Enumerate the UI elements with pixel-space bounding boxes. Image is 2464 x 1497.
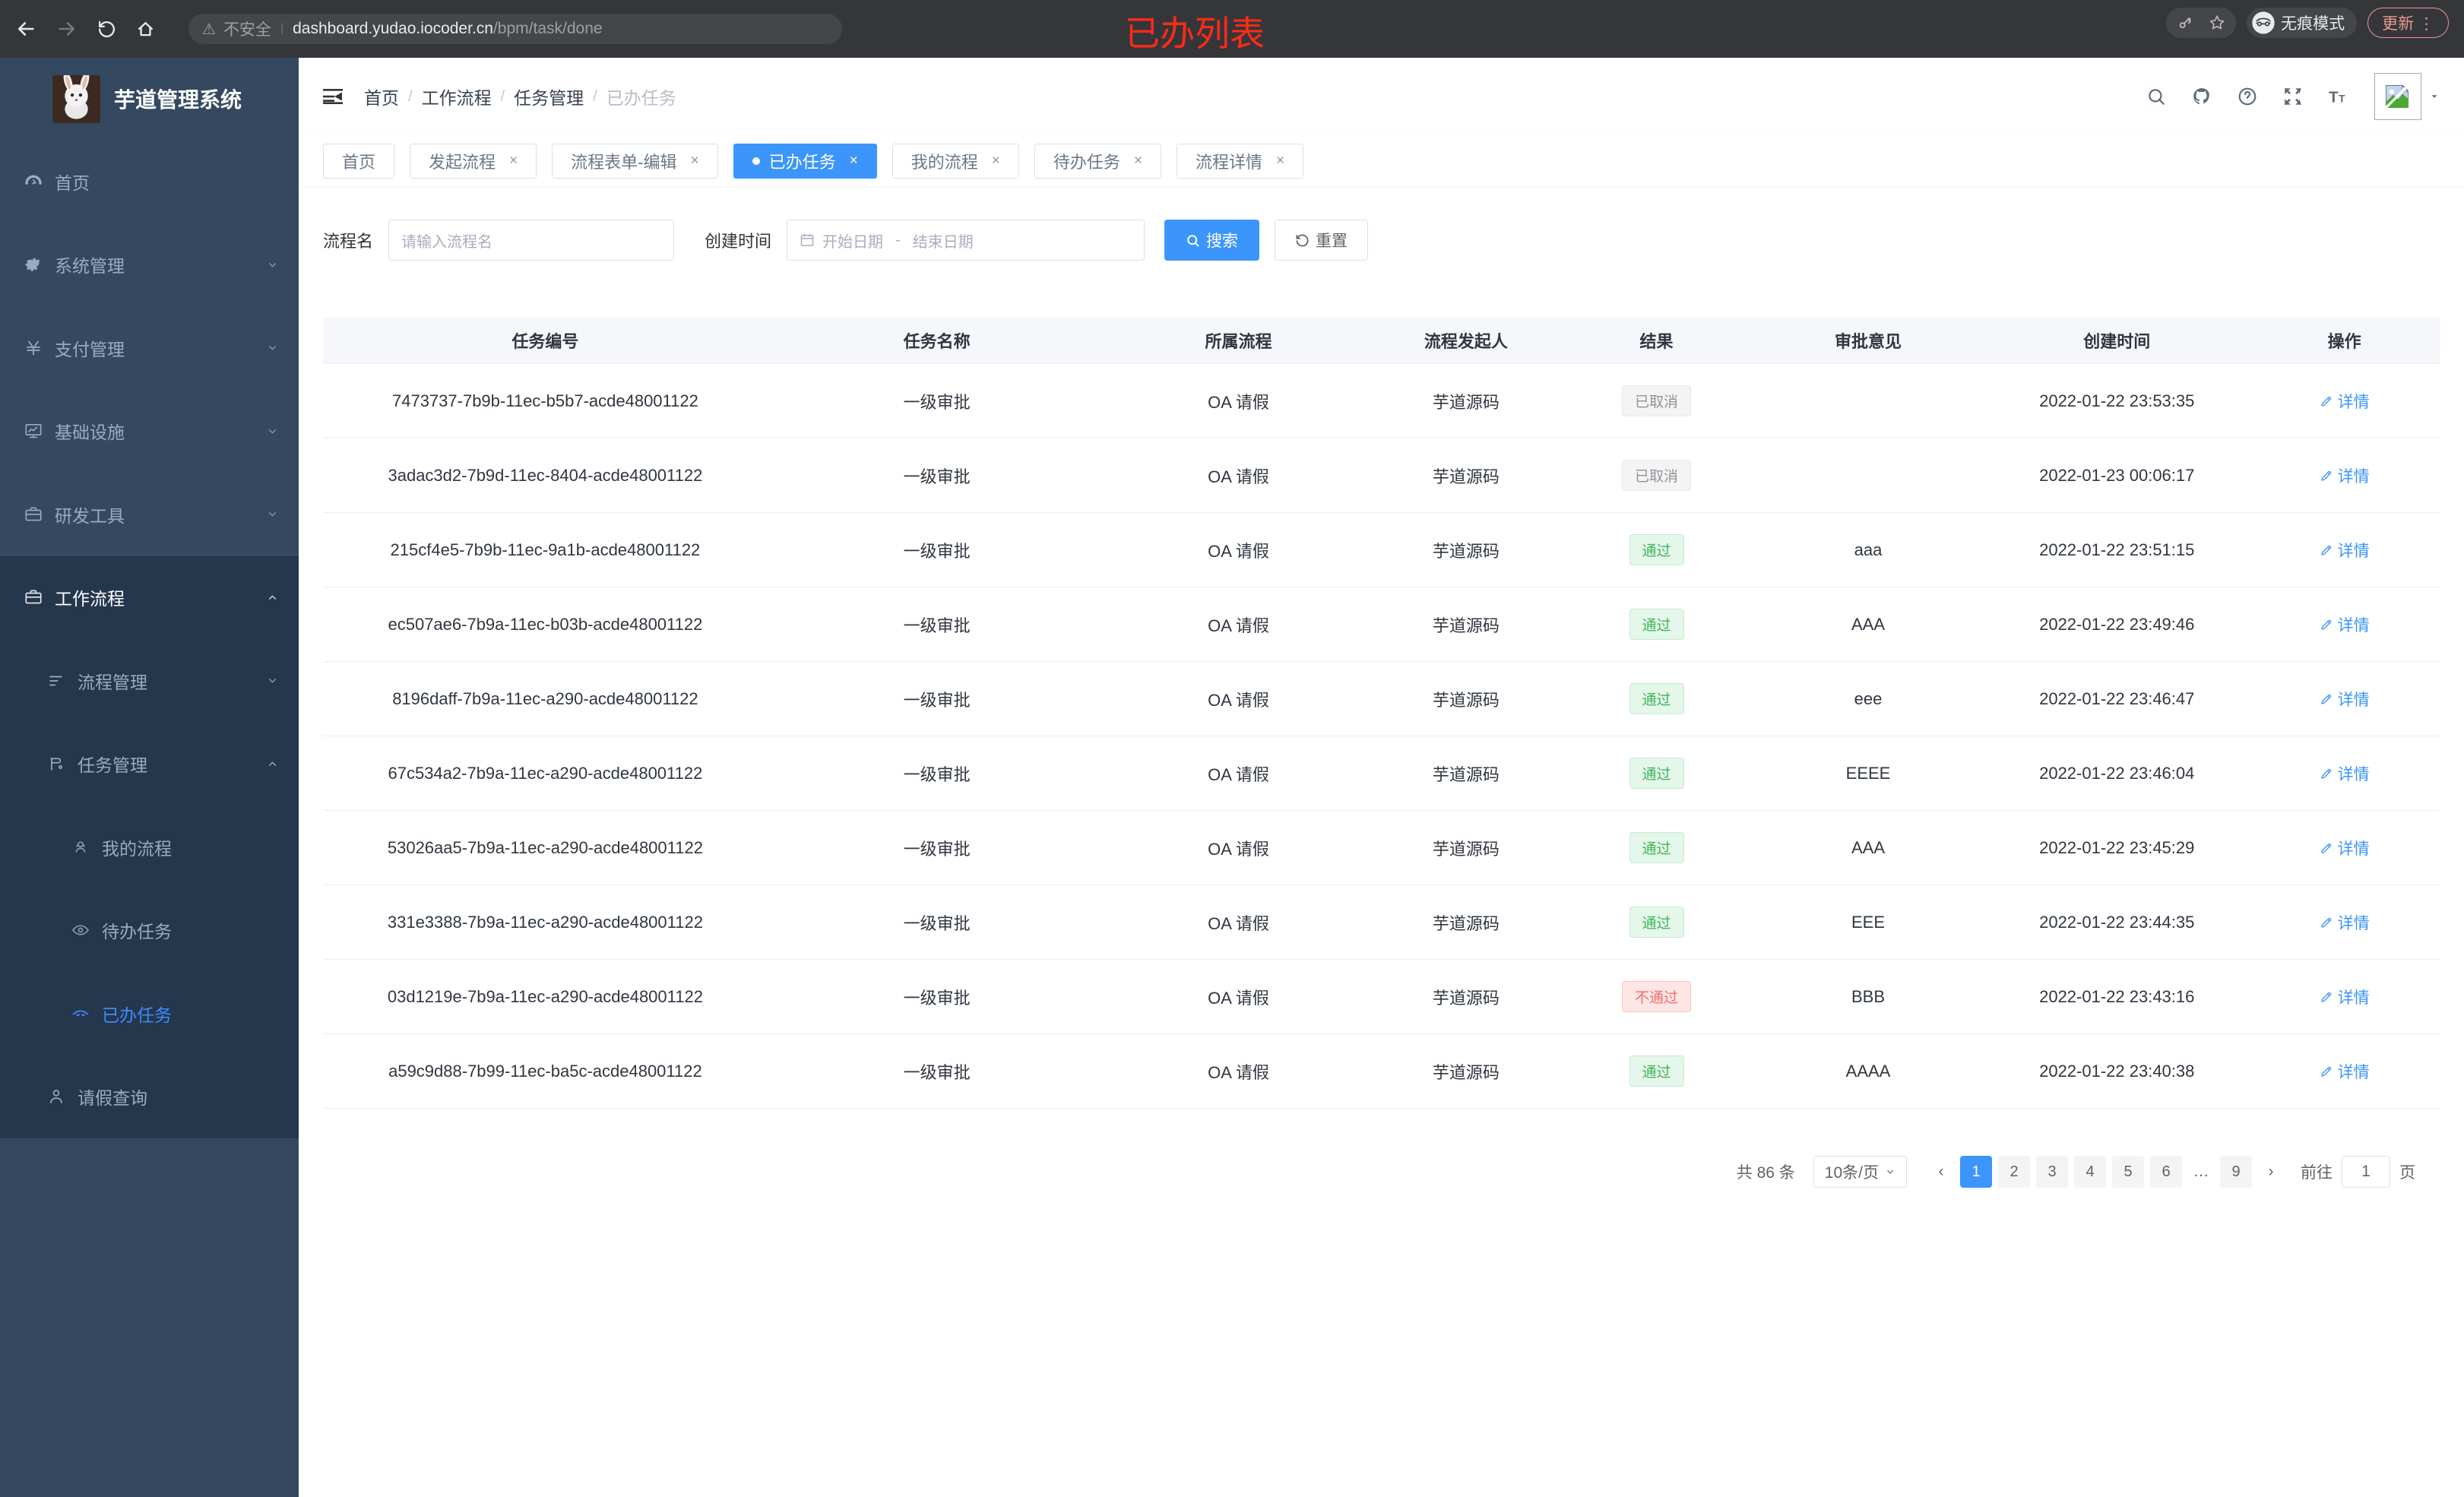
svg-text:T: T bbox=[2339, 93, 2345, 105]
svg-text:T: T bbox=[2329, 89, 2339, 106]
